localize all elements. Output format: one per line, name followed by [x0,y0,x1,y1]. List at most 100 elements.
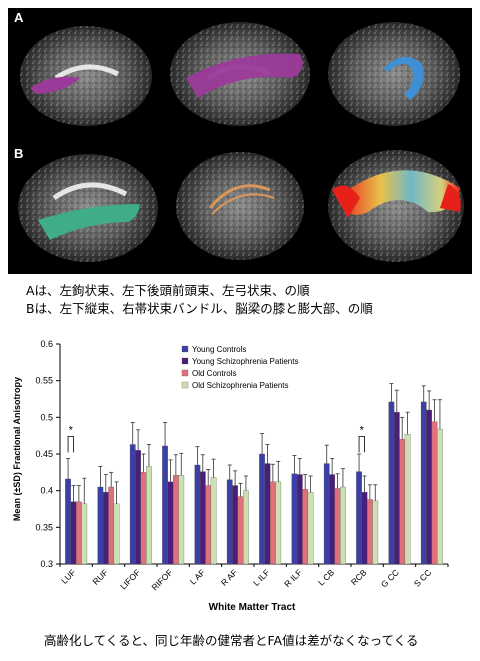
legend-label: Young Schizophrenia Patients [192,357,298,366]
x-tick-label: R AF [219,567,239,587]
bar-ruf-0 [97,486,104,565]
bar-lilf-0 [259,453,265,565]
bar-laf-2 [205,485,212,565]
significance-bracket [67,436,74,453]
bar-rilf-3 [307,491,314,565]
y-tick-label: 0.55 [35,376,53,386]
bar-lcb-3 [340,486,346,565]
bar-rilf-1 [296,474,303,565]
x-tick-label: G CC [379,567,401,589]
bar-rcb-2 [367,499,373,565]
bar-raf-1 [232,485,238,565]
x-tick-label: L AF [188,567,207,586]
bar-luf-2 [76,501,82,565]
brain-a3 [328,22,460,126]
rainbow-tract [338,170,460,215]
brain-figure-svg: A B [14,10,464,262]
legend-swatch [181,381,189,389]
y-tick-label: 0.45 [35,449,53,459]
bar-rifof-1 [167,481,174,565]
x-tick-label: LIFOF [118,567,142,591]
bar-luf-3 [81,503,88,565]
bar-raf-2 [237,496,244,565]
bar-lifof-0 [129,444,136,565]
brain-a2 [170,22,310,126]
bar-gcc-0 [388,401,395,565]
bar-laf-1 [199,471,206,565]
bar-lcb-2 [334,488,341,565]
bar-lilf-2 [270,481,276,565]
blue-tract [384,56,424,100]
y-tick-label: 0.4 [40,486,53,496]
annotations-layer: * * [67,424,365,453]
fa-bar-chart: 0.3 0.35 0.4 0.45 0.5 0.55 0.6 LUF RUF LIFOF RIFO… [12,339,449,613]
bar-lifof-2 [140,472,147,565]
y-axis-label: Mean (±SD) Fractional Anisotropy [12,377,22,521]
bar-gcc-2 [399,439,406,565]
x-axis-label: White Matter Tract [209,602,296,613]
significance-bracket [358,436,365,453]
bar-gcc-3 [404,434,411,565]
bar-raf-3 [243,490,249,565]
bar-gcc-1 [393,412,400,565]
bar-lilf-3 [275,481,282,565]
bar-rifof-2 [173,475,179,565]
brain-a1 [20,26,152,126]
y-tick-label: 0.35 [35,522,53,532]
y-tick-label: 0.5 [40,412,53,422]
x-tick-label: RCB [349,567,369,587]
x-tick-label: LUF [59,567,77,585]
bar-luf-0 [65,478,71,565]
bar-lcb-1 [329,474,335,565]
bar-rilf-0 [291,473,298,565]
bar-laf-3 [210,477,217,565]
bar-rilf-2 [302,489,309,565]
y-tick-label: 0.3 [40,559,53,569]
brain-figure-panel: A B [8,8,472,274]
bar-ruf-3 [113,503,120,565]
bar-rcb-3 [372,500,379,565]
bar-ruf-2 [108,486,115,565]
bar-luf-1 [70,501,77,565]
bar-ruf-1 [102,491,109,565]
legend-label: Young Controls [192,345,246,354]
bar-rcb-0 [356,471,362,565]
x-tick-label: RIFOF [149,567,174,592]
x-tick-label: L ILF [251,567,272,588]
panel-a-label: A [14,10,24,25]
brain-b2 [176,152,304,260]
x-tick-label: S CC [412,567,433,588]
x-tick-label: R ILF [282,567,304,589]
legend-label: Old Controls [192,369,236,378]
magenta-tract [30,76,80,94]
y-axis: 0.3 0.35 0.4 0.45 0.5 0.55 0.6 [35,339,61,569]
brain-b3 [328,150,464,262]
caption-b: Bは、左下縦束、右帯状束バンドル、脳梁の膝と膨大部、の順 [26,301,373,316]
green-tract [38,204,140,240]
panel-b-label: B [14,146,23,161]
legend: Young Controls Young Schizophrenia Patien… [181,345,298,390]
x-tick-label: RUF [90,567,109,586]
legend-swatch [181,357,189,365]
bar-lilf-1 [264,463,271,565]
bar-lcb-0 [323,463,330,565]
legend-swatch [181,369,189,377]
x-tick-label: L CB [316,567,336,587]
bar-scc-0 [420,401,427,565]
bar-raf-0 [226,479,233,565]
bars-layer [65,383,443,565]
significance-star: * [360,424,365,436]
bar-rifof-3 [178,475,185,565]
y-tick-label: 0.6 [40,339,53,349]
significance-star: * [69,424,74,436]
brain-b1 [18,154,158,262]
bar-scc-3 [437,428,443,565]
orange-tract [208,184,271,209]
bar-scc-2 [431,421,438,565]
legend-label: Old Schizophrenia Patients [192,381,289,390]
bar-laf-0 [194,464,201,565]
bar-scc-1 [426,409,432,565]
magenta-tract [186,53,303,98]
legend-swatch [181,345,189,353]
bar-lifof-3 [146,466,152,565]
